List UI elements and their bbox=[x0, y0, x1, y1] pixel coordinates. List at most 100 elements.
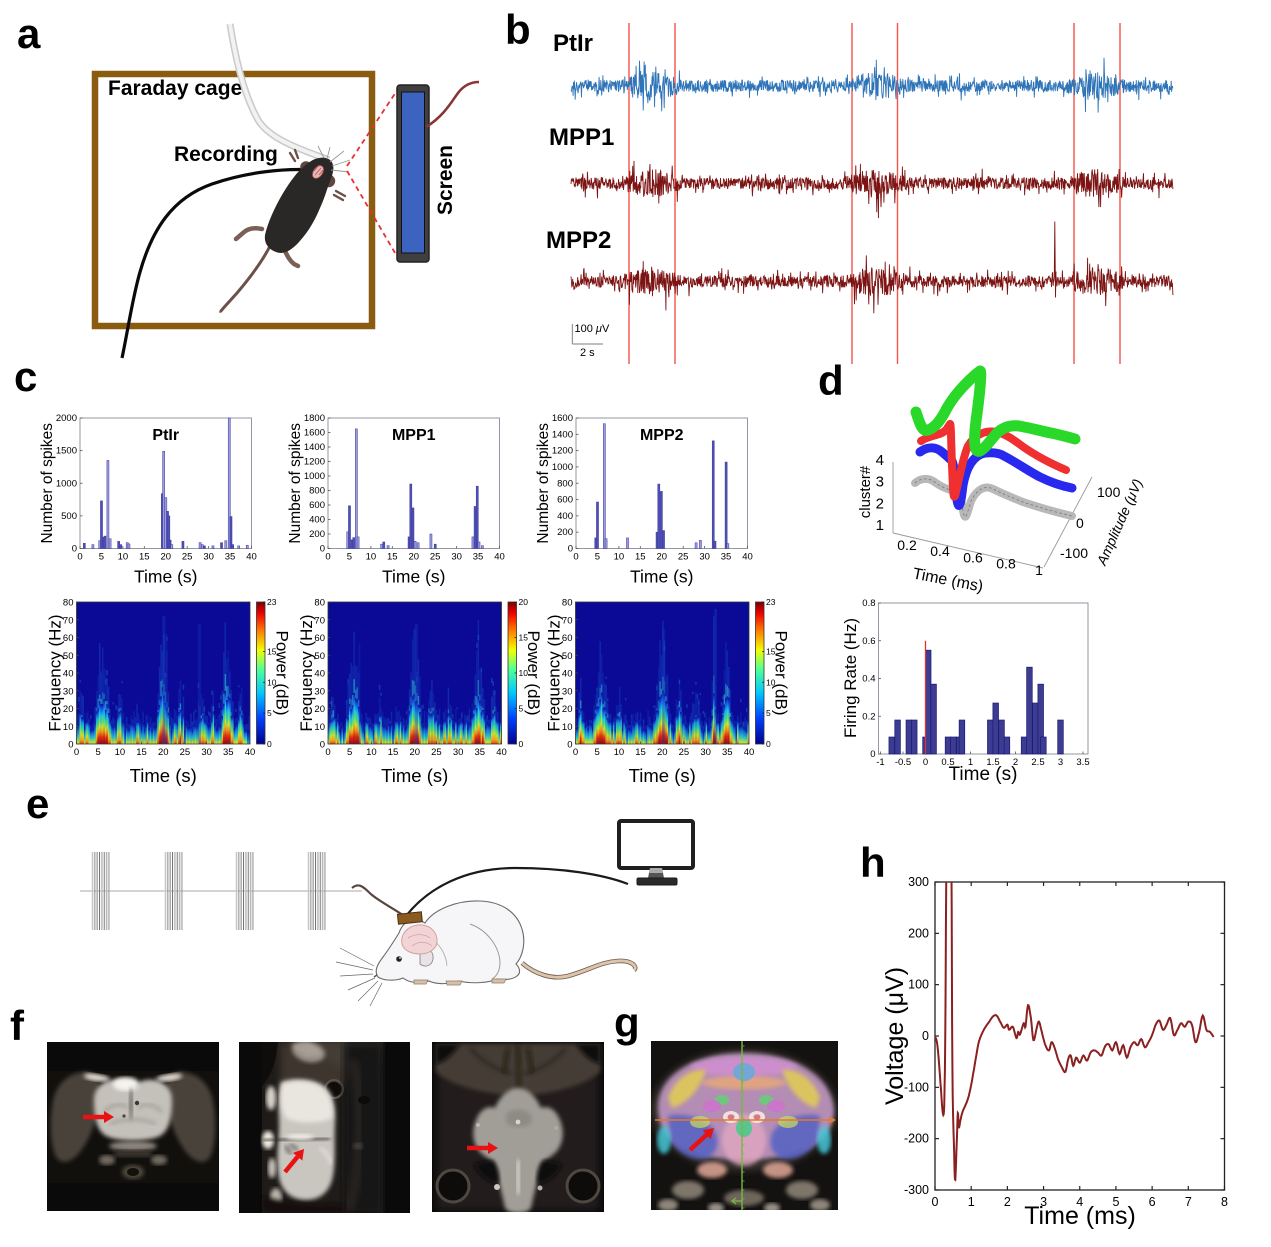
svg-text:200: 200 bbox=[309, 529, 325, 540]
svg-text:15: 15 bbox=[139, 552, 150, 563]
svg-text:Time (s): Time (s) bbox=[134, 567, 198, 587]
svg-text:1000: 1000 bbox=[304, 471, 325, 482]
svg-text:1.5: 1.5 bbox=[986, 757, 999, 768]
svg-text:10: 10 bbox=[766, 677, 776, 687]
svg-text:15: 15 bbox=[635, 747, 646, 758]
svg-text:5: 5 bbox=[595, 552, 600, 563]
svg-text:Voltage (μV): Voltage (μV) bbox=[881, 967, 909, 1105]
svg-text:60: 60 bbox=[314, 633, 325, 644]
svg-text:35: 35 bbox=[223, 747, 234, 758]
svg-text:Frequency (Hz): Frequency (Hz) bbox=[297, 614, 316, 731]
svg-text:40: 40 bbox=[245, 747, 256, 758]
svg-text:Firing Rate (Hz): Firing Rate (Hz) bbox=[841, 618, 860, 738]
svg-text:5: 5 bbox=[519, 704, 524, 714]
svg-text:80: 80 bbox=[314, 598, 325, 609]
svg-text:MPP1: MPP1 bbox=[549, 124, 614, 151]
svg-text:20: 20 bbox=[562, 704, 573, 715]
svg-text:Faraday cage: Faraday cage bbox=[108, 77, 242, 100]
svg-text:10: 10 bbox=[267, 677, 277, 687]
svg-text:10: 10 bbox=[314, 722, 325, 733]
svg-text:25: 25 bbox=[678, 552, 689, 563]
svg-text:0.8: 0.8 bbox=[996, 556, 1016, 572]
svg-text:0: 0 bbox=[932, 1195, 939, 1209]
svg-text:1800: 1800 bbox=[304, 413, 325, 424]
svg-text:Number of spikes: Number of spikes bbox=[287, 423, 304, 544]
svg-text:1000: 1000 bbox=[552, 462, 573, 473]
svg-text:35: 35 bbox=[722, 747, 733, 758]
svg-text:30: 30 bbox=[451, 552, 462, 563]
svg-text:0.6: 0.6 bbox=[963, 549, 983, 565]
svg-text:10: 10 bbox=[562, 722, 573, 733]
svg-text:200: 200 bbox=[908, 926, 929, 940]
svg-text:0: 0 bbox=[568, 544, 573, 555]
svg-text:40: 40 bbox=[494, 552, 505, 563]
svg-text:0: 0 bbox=[870, 749, 875, 760]
svg-text:30: 30 bbox=[700, 747, 711, 758]
svg-text:4: 4 bbox=[1076, 1195, 1083, 1209]
svg-text:Frequency (Hz): Frequency (Hz) bbox=[46, 614, 65, 731]
svg-text:5: 5 bbox=[1112, 1195, 1119, 1209]
svg-text:2.5: 2.5 bbox=[1031, 757, 1044, 768]
svg-text:5: 5 bbox=[766, 708, 771, 718]
svg-text:20: 20 bbox=[160, 552, 171, 563]
svg-text:15: 15 bbox=[388, 747, 399, 758]
svg-text:25: 25 bbox=[431, 747, 442, 758]
svg-text:0.8: 0.8 bbox=[862, 598, 875, 609]
svg-text:8: 8 bbox=[1221, 1195, 1228, 1209]
svg-text:30: 30 bbox=[203, 552, 214, 563]
svg-text:30: 30 bbox=[699, 552, 710, 563]
svg-text:g: g bbox=[614, 999, 640, 1046]
svg-text:0: 0 bbox=[922, 1029, 929, 1043]
svg-text:0.5: 0.5 bbox=[941, 757, 954, 768]
svg-text:0: 0 bbox=[320, 544, 325, 555]
svg-text:25: 25 bbox=[679, 747, 690, 758]
svg-text:0: 0 bbox=[77, 552, 82, 563]
svg-text:20: 20 bbox=[63, 704, 74, 715]
svg-text:15: 15 bbox=[387, 552, 398, 563]
svg-text:0: 0 bbox=[1076, 515, 1084, 531]
svg-text:0.6: 0.6 bbox=[862, 636, 875, 647]
svg-text:1000: 1000 bbox=[56, 478, 77, 489]
svg-text:1200: 1200 bbox=[552, 446, 573, 457]
svg-text:40: 40 bbox=[744, 747, 755, 758]
svg-text:10: 10 bbox=[519, 668, 529, 678]
svg-text:10: 10 bbox=[115, 747, 126, 758]
svg-text:1200: 1200 bbox=[304, 457, 325, 468]
svg-text:2000: 2000 bbox=[56, 413, 77, 424]
svg-text:0: 0 bbox=[325, 747, 330, 758]
svg-text:500: 500 bbox=[61, 511, 77, 522]
svg-text:20: 20 bbox=[519, 597, 529, 607]
svg-text:PtIr: PtIr bbox=[553, 30, 593, 57]
svg-text:3: 3 bbox=[1040, 1195, 1047, 1209]
svg-text:0.2: 0.2 bbox=[862, 711, 875, 722]
svg-text:-0.5: -0.5 bbox=[895, 757, 911, 768]
svg-text:0: 0 bbox=[766, 739, 771, 749]
svg-text:MPP2: MPP2 bbox=[640, 427, 684, 444]
svg-text:PtIr: PtIr bbox=[152, 427, 179, 444]
svg-text:30: 30 bbox=[201, 747, 212, 758]
svg-text:100: 100 bbox=[1097, 484, 1121, 500]
svg-text:30: 30 bbox=[63, 686, 74, 697]
svg-text:5: 5 bbox=[595, 747, 600, 758]
svg-text:h: h bbox=[860, 839, 886, 886]
svg-text:20: 20 bbox=[158, 747, 169, 758]
svg-text:0: 0 bbox=[567, 740, 572, 751]
svg-text:20: 20 bbox=[657, 747, 668, 758]
svg-text:40: 40 bbox=[246, 552, 257, 563]
svg-text:15: 15 bbox=[519, 633, 529, 643]
svg-text:25: 25 bbox=[182, 552, 193, 563]
svg-text:Power (dB): Power (dB) bbox=[524, 630, 543, 715]
svg-text:600: 600 bbox=[309, 500, 325, 511]
svg-text:d: d bbox=[818, 357, 844, 404]
svg-text:80: 80 bbox=[562, 598, 573, 609]
svg-text:0: 0 bbox=[72, 544, 77, 555]
svg-text:Time (s): Time (s) bbox=[382, 567, 446, 587]
svg-text:70: 70 bbox=[314, 615, 325, 626]
svg-text:0: 0 bbox=[320, 740, 325, 751]
svg-text:20: 20 bbox=[656, 552, 667, 563]
svg-text:70: 70 bbox=[562, 615, 573, 626]
svg-text:0: 0 bbox=[325, 552, 330, 563]
svg-text:7: 7 bbox=[1185, 1195, 1192, 1209]
svg-text:25: 25 bbox=[430, 552, 441, 563]
svg-text:-100: -100 bbox=[904, 1080, 929, 1094]
